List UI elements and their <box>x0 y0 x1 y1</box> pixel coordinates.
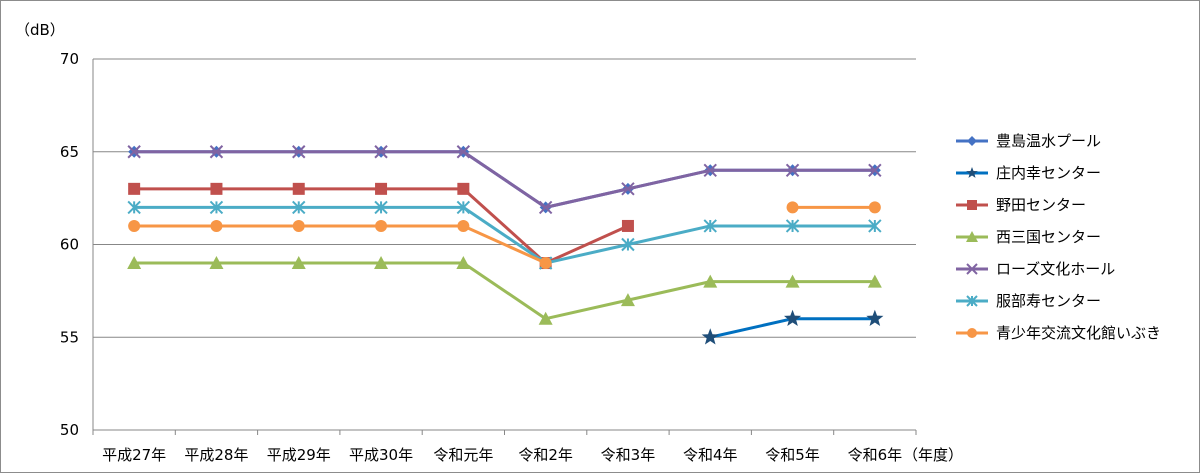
series-1 <box>701 309 884 345</box>
axes: 50 55 60 65 70 平成27年 平成28年 平成29年 平成30年 令和元年 令和2年 令和… <box>60 50 917 464</box>
x-tick-label: 令和元年 <box>433 446 493 464</box>
data-point <box>128 219 141 232</box>
data-point <box>457 182 470 195</box>
data-point <box>785 274 800 288</box>
legend-item: 西三国センター <box>956 228 1101 246</box>
legend-marker <box>967 328 977 338</box>
data-point <box>785 163 800 178</box>
data-point <box>456 256 471 270</box>
data-point <box>127 145 141 159</box>
legend-label: 青少年交流文化館いぶき <box>996 324 1161 342</box>
data-point <box>538 311 553 325</box>
legend-label: 西三国センター <box>996 228 1101 246</box>
data-point <box>127 256 142 270</box>
series-group <box>127 145 884 345</box>
data-point <box>375 182 388 195</box>
x-axis-unit-label: （年度） <box>903 446 963 464</box>
data-point <box>621 182 635 196</box>
series-line <box>134 205 875 265</box>
data-point <box>703 163 717 178</box>
data-point <box>209 145 224 159</box>
legend-label: 服部寿センター <box>996 292 1101 310</box>
legend-item: 庄内幸センター <box>956 164 1101 182</box>
legend-label: 野田センター <box>996 196 1086 214</box>
data-point <box>701 328 719 345</box>
series-line <box>134 150 875 209</box>
legend-label: 庄内幸センター <box>996 164 1101 182</box>
x-tick-label: 令和2年 <box>518 446 573 464</box>
data-point <box>292 219 305 232</box>
data-point <box>291 256 306 270</box>
y-tick-label: 60 <box>60 236 79 254</box>
x-tick-label: 令和3年 <box>601 446 656 464</box>
data-point <box>374 200 388 215</box>
data-point <box>457 219 470 232</box>
data-point <box>785 219 800 233</box>
data-point <box>539 257 552 270</box>
data-point <box>456 200 471 215</box>
data-point <box>620 293 635 307</box>
data-point <box>292 182 305 195</box>
series-4 <box>127 145 882 215</box>
data-point <box>703 274 718 288</box>
data-point <box>783 309 802 326</box>
x-tick-label: 平成29年 <box>267 446 331 464</box>
series-line <box>134 224 547 265</box>
data-point <box>786 201 799 214</box>
y-tick-label: 50 <box>60 421 79 439</box>
legend-marker <box>966 167 978 178</box>
series-5 <box>127 200 882 270</box>
legend-item: 豊島温水プール <box>956 132 1101 150</box>
x-tick-label: 平成27年 <box>102 446 166 464</box>
y-tick-label: 70 <box>60 50 79 68</box>
legend: 豊島温水プール庄内幸センター野田センター西三国センターローズ文化ホール服部寿セン… <box>956 132 1161 342</box>
data-point <box>456 145 471 159</box>
data-point <box>209 256 224 270</box>
data-point <box>866 309 884 326</box>
legend-marker <box>966 263 978 275</box>
data-point <box>375 219 388 232</box>
data-point <box>538 200 553 215</box>
data-point <box>867 274 882 288</box>
data-point <box>128 182 141 195</box>
x-tick-label: 令和5年 <box>765 446 820 464</box>
legend-item: 服部寿センター <box>956 292 1101 310</box>
data-point <box>868 163 882 178</box>
legend-marker <box>967 136 977 146</box>
y-tick-label: 55 <box>60 328 79 346</box>
legend-item: 青少年交流文化館いぶき <box>956 324 1161 342</box>
data-point <box>210 182 223 195</box>
x-tick-label: 平成28年 <box>184 446 248 464</box>
legend-label: 豊島温水プール <box>996 132 1101 150</box>
legend-marker <box>967 200 977 210</box>
data-point <box>703 219 717 233</box>
data-point <box>127 200 141 215</box>
data-point <box>868 201 881 214</box>
legend-item: 野田センター <box>956 196 1086 214</box>
legend-marker <box>966 231 978 242</box>
legend-item: ローズ文化ホール <box>956 260 1115 278</box>
y-tick-label: 65 <box>60 143 79 161</box>
x-tick-label: 令和4年 <box>683 446 738 464</box>
data-point <box>292 200 306 215</box>
data-point <box>621 219 634 232</box>
data-point <box>209 200 224 215</box>
series-6 <box>128 201 881 270</box>
series-line <box>134 261 875 321</box>
x-tick-label: 令和6年 <box>848 446 903 464</box>
legend-label: ローズ文化ホール <box>996 260 1115 278</box>
series-3 <box>127 256 882 325</box>
x-tick-label: 平成30年 <box>349 446 413 464</box>
data-point <box>621 237 635 252</box>
legend-marker <box>966 295 978 307</box>
data-point <box>374 145 388 159</box>
data-point <box>374 256 389 270</box>
data-point <box>868 219 882 233</box>
data-point <box>292 145 306 159</box>
data-point <box>210 219 223 232</box>
y-axis-unit-label: （dB） <box>15 21 65 39</box>
